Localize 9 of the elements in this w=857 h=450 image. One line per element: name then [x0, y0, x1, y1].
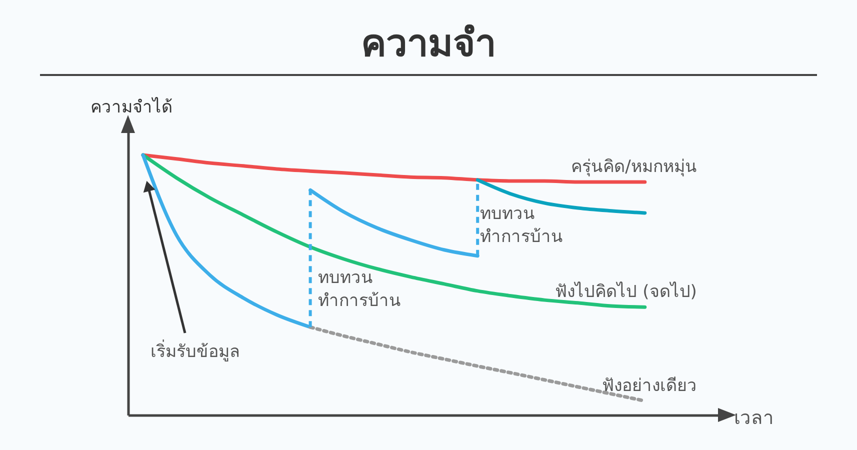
text: เวลา: [734, 407, 774, 429]
series-label: ครุ่นคิด/หมกหมุ่น: [571, 157, 697, 178]
chart-title: ความจำ: [360, 20, 497, 67]
annotation: ทบทวน ทำการบ้าน: [318, 268, 401, 311]
series-label: ฟังอย่างเดียว: [602, 376, 697, 396]
annotation: เริ่มรับข้อมูล: [150, 339, 240, 362]
series-label: ฟังไปคิดไป (จดไป): [555, 281, 697, 302]
annotation: ทบทวน ทำการบ้าน: [480, 204, 563, 247]
y-axis-title: ความจำได้: [90, 96, 172, 118]
